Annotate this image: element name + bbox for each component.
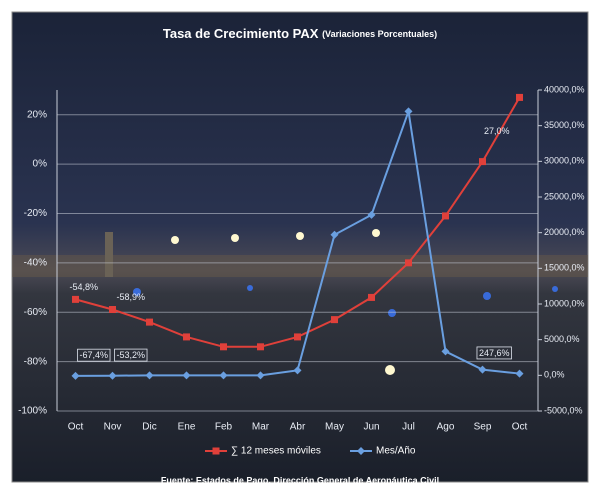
x-tick-label: Ene bbox=[178, 422, 196, 433]
marker bbox=[442, 212, 449, 220]
value-label-group: 247,6% bbox=[476, 346, 512, 360]
y-tick-label: 20% bbox=[27, 109, 47, 120]
marker bbox=[183, 333, 190, 341]
marker bbox=[330, 230, 339, 239]
marker bbox=[146, 318, 153, 326]
marker bbox=[294, 333, 301, 341]
value-label-group: -53,2% bbox=[114, 348, 148, 362]
marker bbox=[331, 316, 338, 324]
marker bbox=[516, 93, 523, 101]
y-tick-label: 0% bbox=[33, 159, 48, 170]
y2-tick-label: 0,0% bbox=[544, 370, 565, 380]
marker bbox=[405, 259, 412, 267]
marker bbox=[109, 306, 116, 314]
tower bbox=[105, 232, 113, 277]
x-tick-label: Dic bbox=[142, 422, 156, 433]
y2-tick-label: 35000,0% bbox=[544, 120, 585, 130]
value-label-box bbox=[476, 346, 512, 360]
marker bbox=[441, 347, 450, 356]
x-tick-label: Abr bbox=[290, 422, 306, 433]
value-label-box bbox=[77, 348, 111, 362]
x-tick-label: Nov bbox=[104, 422, 122, 433]
y2-tick-label: 20000,0% bbox=[544, 227, 585, 237]
y2-tick-label: 15000,0% bbox=[544, 263, 585, 273]
marker bbox=[257, 343, 264, 351]
marker bbox=[368, 293, 375, 301]
value-label-group: -67,4% bbox=[77, 348, 111, 362]
y2-tick-label: 10000,0% bbox=[544, 298, 585, 308]
marker bbox=[220, 343, 227, 351]
x-tick-label: Ago bbox=[437, 422, 455, 433]
marker bbox=[212, 447, 220, 455]
marker bbox=[182, 371, 191, 380]
y-tick-label: -80% bbox=[24, 356, 47, 367]
value-label: -58,9% bbox=[117, 292, 146, 302]
marker bbox=[256, 371, 265, 380]
marker bbox=[367, 210, 376, 219]
y2-tick-label: 40000,0% bbox=[544, 84, 585, 94]
y2-tick-label: 25000,0% bbox=[544, 191, 585, 201]
y-tick-label: -100% bbox=[18, 406, 47, 417]
chart-title: Tasa de Crecimiento PAX (Variaciones Por… bbox=[163, 26, 437, 41]
y-tick-label: -60% bbox=[24, 307, 47, 318]
marker bbox=[71, 371, 80, 380]
x-tick-label: Feb bbox=[215, 422, 233, 433]
x-tick-label: Oct bbox=[68, 422, 84, 433]
value-label-box bbox=[114, 348, 148, 362]
marker bbox=[219, 371, 228, 380]
y-tick-label: -20% bbox=[24, 208, 47, 219]
marker bbox=[293, 366, 302, 375]
runway-lights bbox=[133, 285, 558, 317]
value-label-group: -54,8% bbox=[70, 282, 99, 292]
y2-tick-label: 5000,0% bbox=[544, 334, 580, 344]
legend-label: ∑ 12 meses móviles bbox=[231, 446, 321, 457]
x-tick-label: Mar bbox=[252, 422, 270, 433]
value-label: -53,2% bbox=[117, 350, 146, 360]
value-label: 27,0% bbox=[484, 126, 510, 136]
x-tick-label: Jul bbox=[402, 422, 415, 433]
y-tick-label: -40% bbox=[24, 257, 47, 268]
legend-label: Mes/Año bbox=[376, 446, 416, 457]
marker bbox=[479, 158, 486, 166]
value-label: -67,4% bbox=[80, 350, 109, 360]
horizon-lights bbox=[12, 255, 588, 277]
marker bbox=[404, 107, 413, 116]
marker bbox=[145, 371, 154, 380]
x-tick-label: May bbox=[325, 422, 344, 433]
marker bbox=[108, 371, 117, 380]
marker bbox=[72, 295, 79, 303]
value-label: -54,8% bbox=[70, 282, 99, 292]
marker bbox=[357, 447, 365, 455]
value-label-group: -58,9% bbox=[117, 292, 146, 302]
x-tick-label: Sep bbox=[474, 422, 492, 433]
x-tick-label: Jun bbox=[363, 422, 379, 433]
y2-tick-label: 30000,0% bbox=[544, 156, 585, 166]
marker bbox=[478, 365, 487, 374]
lamp-lights bbox=[171, 229, 395, 375]
marker bbox=[515, 369, 524, 378]
value-label: 247,6% bbox=[479, 348, 510, 358]
value-label-group: 27,0% bbox=[484, 126, 510, 136]
x-tick-label: Oct bbox=[512, 422, 528, 433]
source: Fuente: Estados de Pago, Dirección Gener… bbox=[161, 475, 439, 485]
y2-tick-label: -5000,0% bbox=[544, 405, 583, 415]
